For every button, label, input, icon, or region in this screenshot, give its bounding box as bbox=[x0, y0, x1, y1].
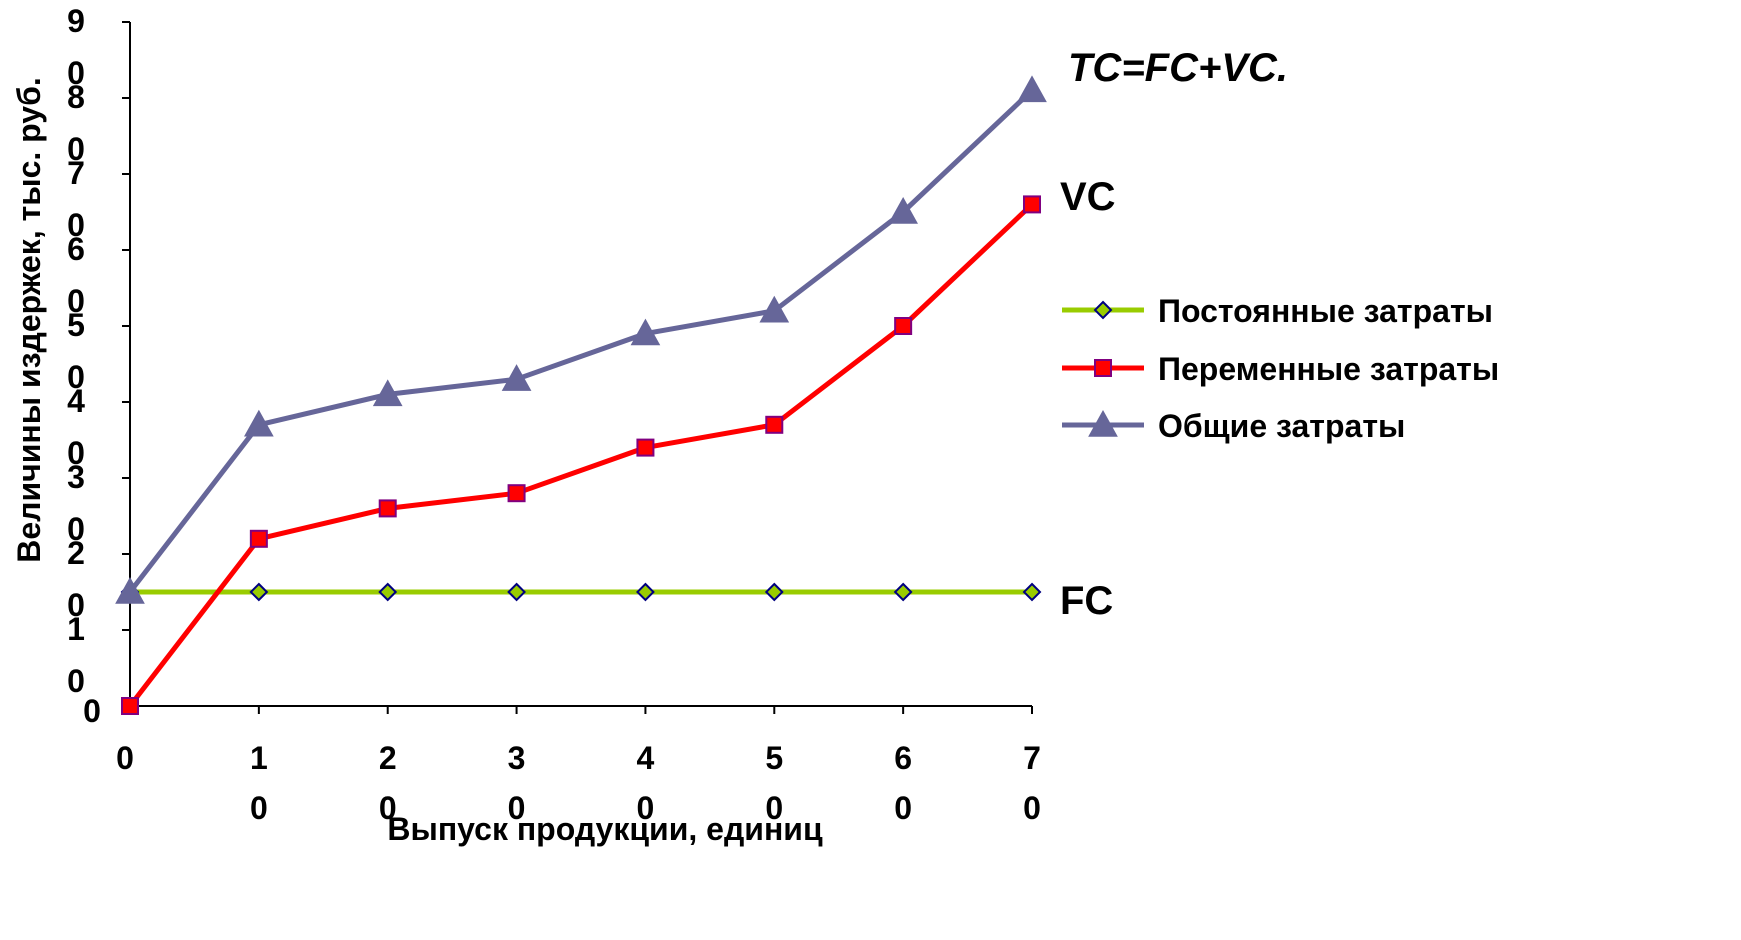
annotation-label: VC bbox=[1060, 175, 1116, 219]
legend-label: Постоянные затраты bbox=[1158, 293, 1493, 329]
data-point-fc bbox=[1022, 582, 1042, 602]
data-point-tc bbox=[372, 379, 403, 407]
legend-label: Переменные затраты bbox=[1158, 351, 1499, 387]
y-axis-title: Величины издержек, тыс. руб. bbox=[11, 77, 47, 563]
legend-swatch-marker bbox=[1093, 300, 1113, 320]
legend-entry-tc: Общие затраты bbox=[1062, 408, 1405, 444]
data-point-fc bbox=[378, 582, 398, 602]
data-point-tc bbox=[1017, 75, 1047, 103]
series-vc bbox=[121, 195, 1041, 715]
data-point-tc bbox=[501, 364, 532, 391]
data-point-vc bbox=[507, 484, 526, 503]
data-point-fc bbox=[249, 582, 269, 602]
axes bbox=[129, 22, 1032, 707]
data-point-fc bbox=[636, 582, 655, 602]
series bbox=[115, 75, 1047, 715]
series-line-vc bbox=[128, 202, 1034, 708]
y-tick-label: 0 bbox=[83, 693, 101, 729]
legend-swatch-marker bbox=[1088, 409, 1118, 437]
annotations: TC=FC+VC. VC FC bbox=[1060, 46, 1288, 623]
data-point-vc bbox=[249, 529, 268, 548]
data-point-vc bbox=[1023, 195, 1041, 214]
data-point-fc bbox=[507, 582, 526, 602]
data-point-tc bbox=[759, 295, 790, 323]
data-point-fc bbox=[764, 582, 784, 602]
data-point-vc bbox=[765, 415, 784, 434]
data-point-tc bbox=[888, 196, 918, 224]
series-line-tc bbox=[128, 88, 1034, 594]
data-point-vc bbox=[378, 499, 397, 518]
legend-entry-fc: Постоянные затраты bbox=[1062, 293, 1493, 329]
legend: Постоянные затраты Переменные затраты Общи… bbox=[1062, 293, 1499, 444]
data-point-tc bbox=[244, 409, 274, 437]
series-fc bbox=[120, 582, 1042, 602]
series-tc bbox=[115, 75, 1047, 604]
x-axis-title: Выпуск продукции, единиц bbox=[387, 811, 823, 847]
ticks: 01 02 03 04 05 06 07 08 09 00 1 02 03 04 05 06 07 0 bbox=[67, 3, 1041, 826]
data-point-vc bbox=[121, 697, 139, 715]
x-tick-label: 0 bbox=[116, 740, 134, 776]
annotation-label: FC bbox=[1060, 579, 1113, 623]
annotation-label: TC=FC+VC. bbox=[1068, 46, 1288, 90]
data-point-tc bbox=[630, 318, 661, 346]
data-point-vc bbox=[894, 317, 913, 335]
data-point-vc bbox=[636, 438, 655, 457]
legend-swatch-marker bbox=[1094, 359, 1112, 377]
legend-entry-vc: Переменные затраты bbox=[1062, 351, 1499, 387]
data-point-fc bbox=[893, 582, 913, 602]
legend-label: Общие затраты bbox=[1158, 408, 1405, 444]
data-point-tc bbox=[115, 576, 145, 604]
